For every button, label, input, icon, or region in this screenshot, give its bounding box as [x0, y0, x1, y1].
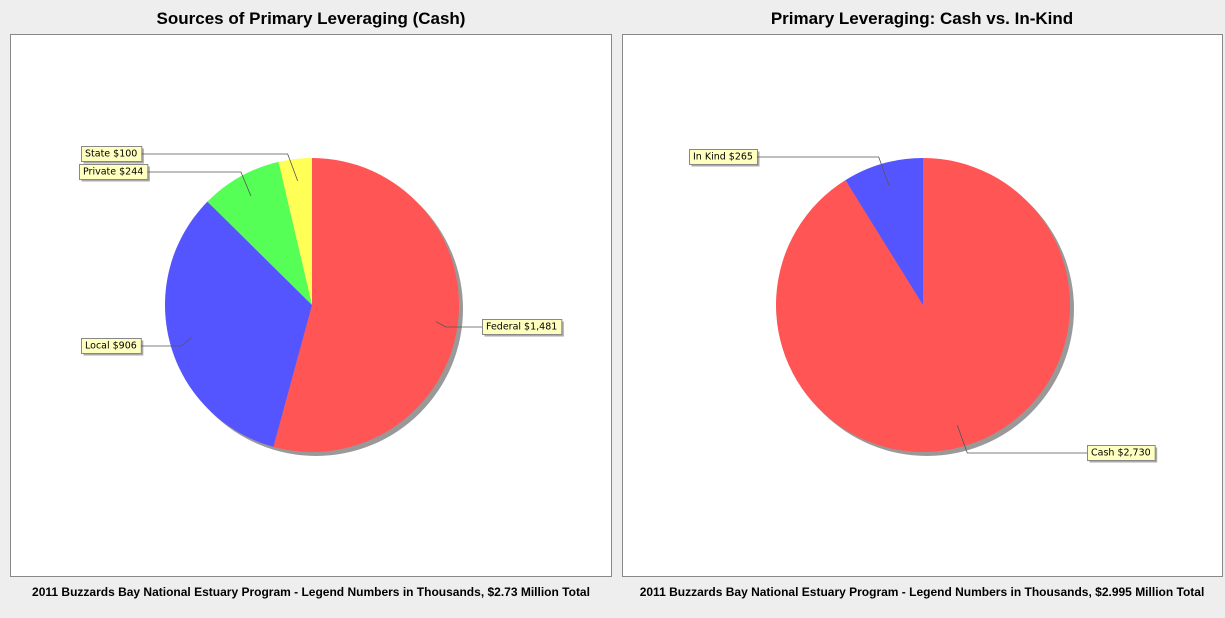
data-label: Private $244 — [83, 167, 143, 178]
chart-title: Sources of Primary Leveraging (Cash) — [157, 9, 466, 28]
label-box — [1087, 445, 1156, 461]
pie-slice — [845, 158, 923, 305]
data-label: In Kind $265 — [693, 152, 753, 163]
leader-line — [435, 321, 482, 328]
pie-slice — [164, 201, 312, 447]
data-label: Cash $2,730 — [1091, 448, 1151, 459]
caption: 2011 Buzzards Bay National Estuary Progr… — [32, 585, 590, 599]
caption: 2011 Buzzards Bay National Estuary Progr… — [639, 585, 1205, 599]
leader-line — [956, 425, 1087, 454]
data-label: Federal $1,481 — [486, 322, 557, 333]
data-label: Local $906 — [85, 341, 137, 352]
data-label: State $100 — [85, 149, 137, 160]
pie-slice — [207, 161, 312, 305]
leader-line — [147, 171, 252, 197]
leader-line — [140, 337, 192, 347]
label-box — [482, 319, 563, 335]
pie-slice — [775, 158, 1070, 453]
pie-slice — [273, 158, 459, 452]
leader-line — [141, 153, 299, 182]
pie-slice — [278, 158, 312, 305]
leader-line — [756, 156, 890, 185]
chart-title: Primary Leveraging: Cash vs. In-Kind — [771, 9, 1073, 28]
